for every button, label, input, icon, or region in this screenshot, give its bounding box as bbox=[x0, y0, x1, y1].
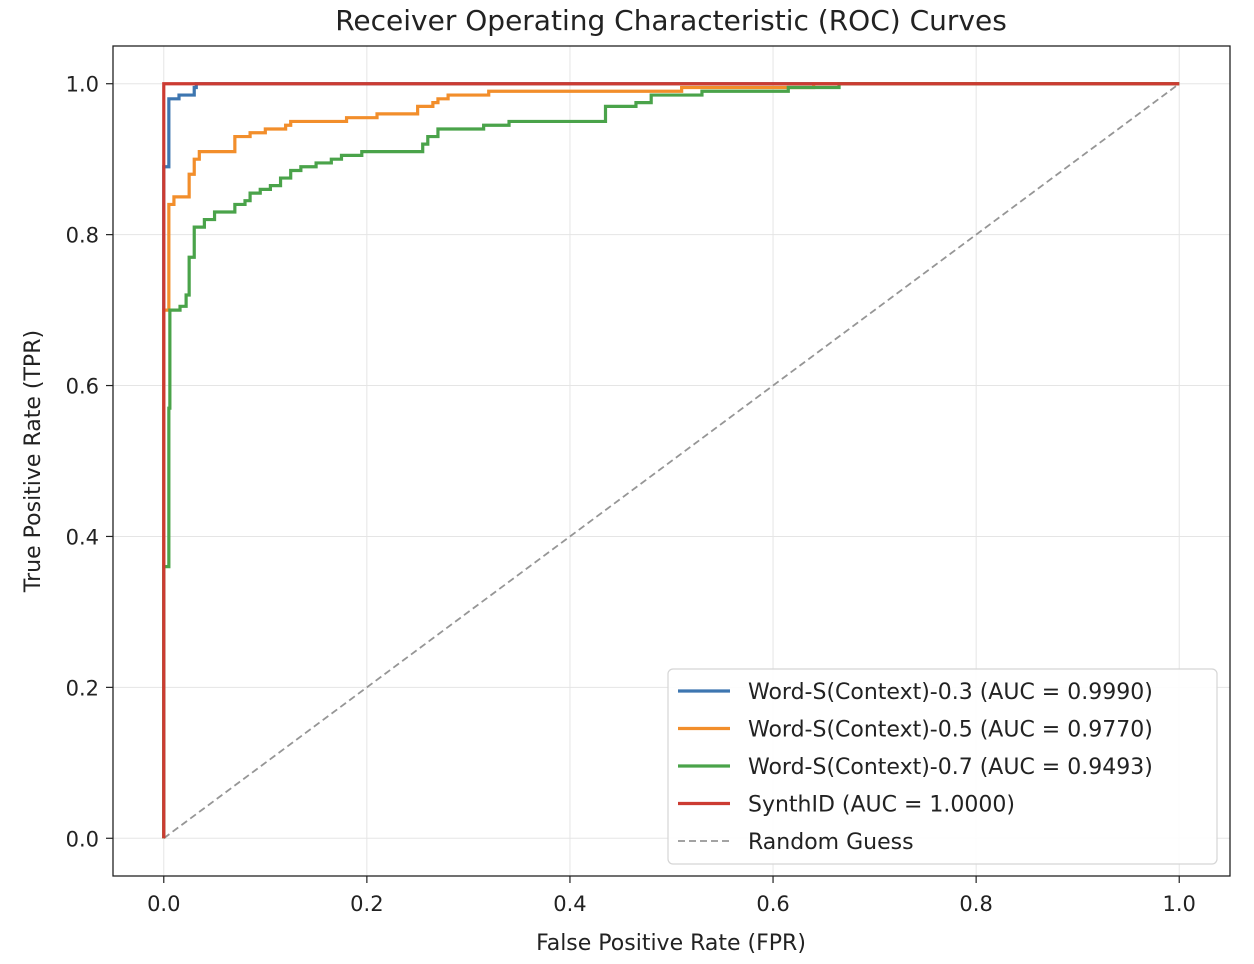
legend-label-2: Word-S(Context)-0.7 (AUC = 0.9493) bbox=[748, 755, 1153, 780]
legend-label-4: Random Guess bbox=[748, 830, 914, 855]
y-axis-label: True Positive Rate (TPR) bbox=[21, 330, 46, 593]
y-axis-ticks: 0.0 0.2 0.4 0.6 0.8 1.0 bbox=[66, 73, 113, 851]
x-axis-ticks: 0.0 0.2 0.4 0.6 0.8 1.0 bbox=[147, 876, 1196, 916]
y-tick-label-0: 0.0 bbox=[66, 827, 99, 851]
series-line-0 bbox=[162, 82, 1180, 839]
series-line-4 bbox=[163, 83, 1180, 839]
x-tick-label-1: 0.2 bbox=[350, 892, 383, 916]
y-tick-label-1: 0.2 bbox=[66, 676, 99, 700]
x-tick-label-2: 0.4 bbox=[553, 892, 586, 916]
x-tick-label-4: 0.8 bbox=[959, 892, 992, 916]
y-tick-label-2: 0.4 bbox=[66, 525, 99, 549]
x-tick-label-0: 0.0 bbox=[147, 892, 180, 916]
plot-frame bbox=[112, 45, 1231, 877]
x-axis-label: False Positive Rate (FPR) bbox=[536, 931, 806, 956]
legend-label-0: Word-S(Context)-0.3 (AUC = 0.9990) bbox=[748, 680, 1153, 705]
x-tick-label-3: 0.6 bbox=[756, 892, 789, 916]
y-tick-label-3: 0.6 bbox=[66, 375, 99, 399]
chart-title: Receiver Operating Characteristic (ROC) … bbox=[335, 4, 1007, 37]
y-tick-label-4: 0.8 bbox=[66, 224, 99, 248]
plot-series bbox=[162, 82, 1180, 839]
legend-label-3: SynthID (AUC = 1.0000) bbox=[748, 793, 1015, 818]
series-line-3 bbox=[162, 82, 1180, 839]
legend: Word-S(Context)-0.3 (AUC = 0.9990) Word-S… bbox=[667, 668, 1218, 865]
y-tick-label-5: 1.0 bbox=[66, 73, 99, 97]
series-line-2 bbox=[162, 82, 1180, 839]
x-tick-label-5: 1.0 bbox=[1163, 892, 1196, 916]
series-line-1 bbox=[162, 82, 1180, 839]
legend-label-1: Word-S(Context)-0.5 (AUC = 0.9770) bbox=[748, 718, 1153, 743]
legend-box bbox=[667, 668, 1218, 865]
